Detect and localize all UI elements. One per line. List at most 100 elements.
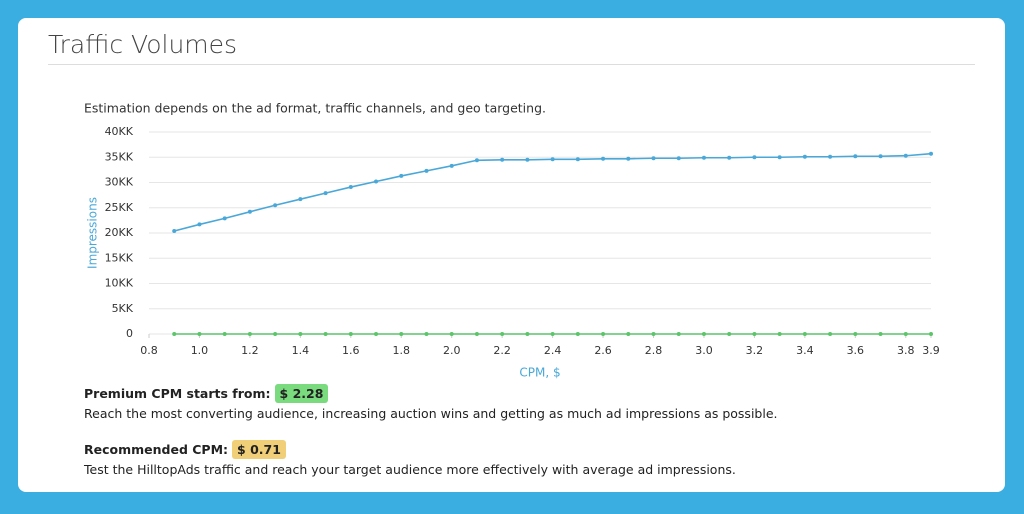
data-point [474, 332, 479, 336]
data-point [449, 163, 454, 168]
data-point [752, 332, 757, 336]
divider [48, 64, 975, 65]
y-axis-label: Impressions [86, 197, 100, 269]
x-tick-label: 2.6 [594, 344, 612, 357]
data-point [323, 332, 328, 336]
data-point [802, 154, 807, 159]
data-point [550, 332, 555, 336]
y-tick-label: 25KK [105, 201, 134, 214]
premium-description: Reach the most converting audience, incr… [84, 406, 778, 421]
data-point [701, 332, 706, 336]
data-point [500, 332, 505, 336]
data-point [929, 332, 933, 336]
data-point [424, 332, 429, 336]
card [18, 18, 1005, 492]
data-point [752, 155, 757, 160]
data-point [323, 191, 328, 196]
data-point [449, 332, 454, 336]
x-tick-label: 3.6 [847, 344, 865, 357]
data-point [298, 332, 303, 336]
data-point [878, 332, 883, 336]
data-point [878, 154, 883, 159]
data-point [727, 332, 732, 336]
data-point [626, 156, 631, 161]
data-point [575, 332, 580, 336]
x-tick-label: 1.6 [342, 344, 360, 357]
data-point [474, 158, 479, 163]
data-point [374, 332, 379, 336]
data-point [701, 155, 706, 160]
y-tick-label: 10KK [105, 277, 134, 290]
data-point [273, 332, 278, 336]
data-point [247, 209, 252, 214]
data-point [676, 332, 681, 336]
data-point [348, 185, 353, 190]
data-point [651, 332, 656, 336]
data-point [172, 332, 177, 336]
data-point [853, 154, 858, 159]
data-point [550, 157, 555, 162]
x-tick-label: 1.8 [393, 344, 411, 357]
data-point [500, 157, 505, 162]
y-tick-label: 5KK [112, 302, 134, 315]
y-tick-label: 20KK [105, 226, 134, 239]
data-point [298, 197, 303, 202]
y-tick-label: 15KK [105, 251, 134, 264]
data-point [172, 228, 177, 233]
x-tick-label: 3.4 [796, 344, 814, 357]
data-point [273, 203, 278, 208]
x-tick-label: 1.0 [191, 344, 209, 357]
x-tick-label: 2.4 [544, 344, 562, 357]
chart-subtitle: Estimation depends on the ad format, tra… [84, 101, 546, 116]
recommended-label: Recommended CPM: [84, 442, 229, 457]
premium-row: Premium CPM starts from: $ 2.28 [84, 384, 329, 403]
y-tick-label: 0 [126, 327, 133, 340]
data-point [197, 332, 202, 336]
x-tick-label: 2.0 [443, 344, 461, 357]
data-point [399, 332, 404, 336]
data-point [222, 216, 227, 221]
premium-badge: $ 2.28 [274, 384, 329, 403]
x-tick-label: 0.8 [140, 344, 158, 357]
x-axis-label: CPM, $ [519, 366, 560, 380]
data-point [525, 157, 530, 162]
data-point [575, 157, 580, 162]
y-tick-label: 35KK [105, 150, 134, 163]
data-point [399, 173, 404, 178]
recommended-row: Recommended CPM: $ 0.71 [84, 440, 286, 459]
data-point [777, 155, 782, 160]
data-point [727, 155, 732, 160]
data-point [197, 222, 202, 227]
page-title: Traffic Volumes [48, 30, 238, 59]
data-point [222, 332, 227, 336]
x-tick-label: 3.8 [897, 344, 915, 357]
recommended-badge: $ 0.71 [232, 440, 286, 459]
data-point [651, 156, 656, 161]
y-tick-label: 40KK [105, 125, 134, 138]
x-tick-label: 3.2 [746, 344, 764, 357]
y-tick-label: 30KK [105, 176, 134, 189]
data-point [348, 332, 353, 336]
data-point [374, 179, 379, 184]
chart: Estimation depends on the ad format, tra… [84, 101, 940, 380]
data-point [802, 332, 807, 336]
data-point [903, 153, 908, 158]
data-point [929, 151, 933, 156]
data-point [828, 332, 833, 336]
x-tick-label: 3.0 [695, 344, 713, 357]
x-tick-label: 2.8 [645, 344, 663, 357]
data-point [424, 168, 429, 173]
x-tick-label: 1.4 [292, 344, 310, 357]
premium-label: Premium CPM starts from: [84, 386, 271, 401]
data-point [828, 154, 833, 159]
x-tick-label: 3.9 [922, 344, 940, 357]
x-tick-label: 2.2 [493, 344, 511, 357]
data-point [525, 332, 530, 336]
data-point [601, 156, 606, 161]
data-point [601, 332, 606, 336]
data-point [777, 332, 782, 336]
recommended-description: Test the HilltopAds traffic and reach yo… [84, 462, 736, 477]
data-point [247, 332, 252, 336]
data-point [676, 156, 681, 161]
